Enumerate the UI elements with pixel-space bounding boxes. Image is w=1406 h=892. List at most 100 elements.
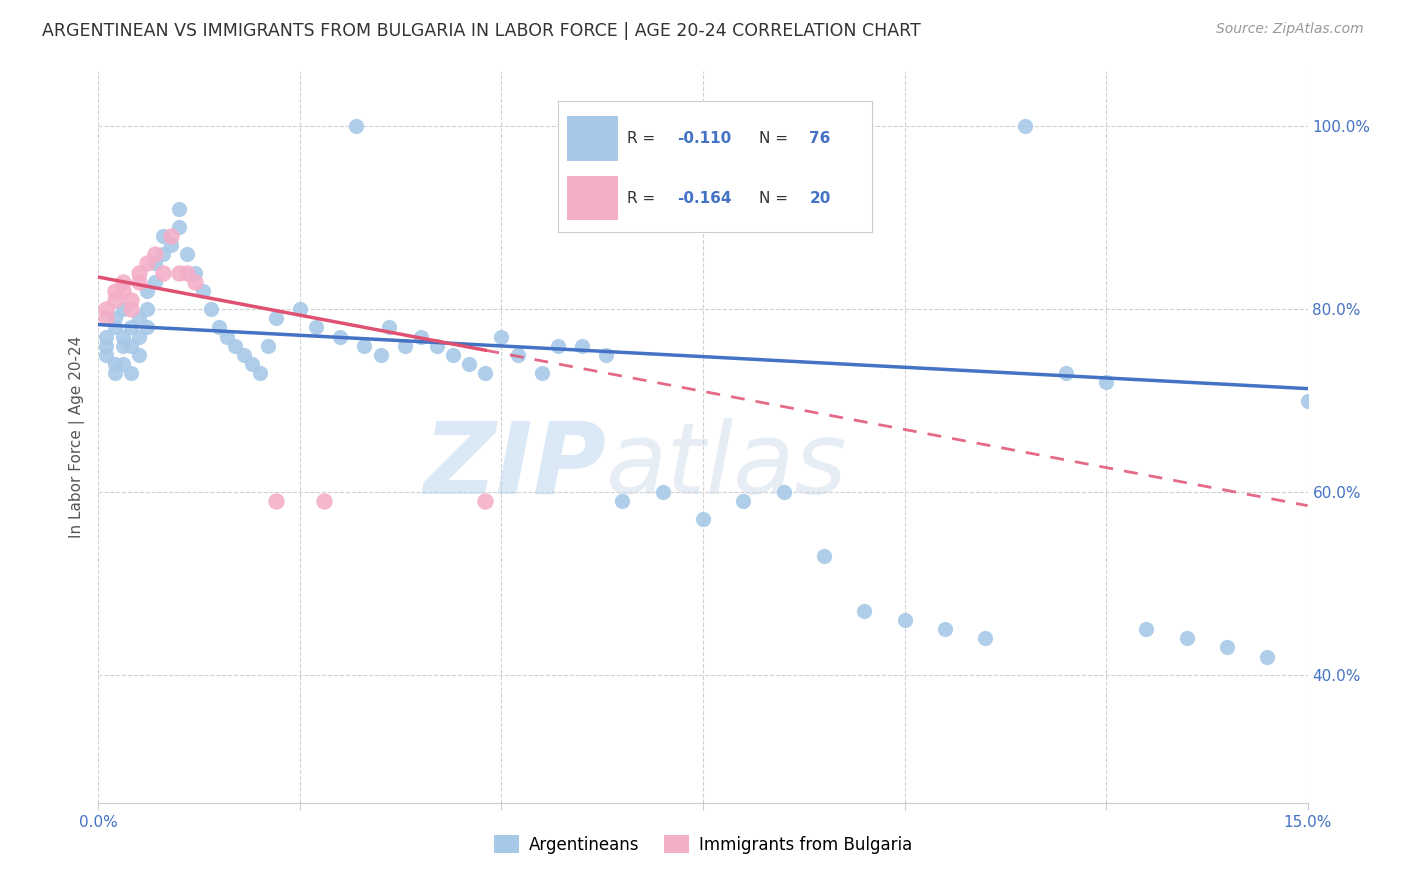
Point (128, 275, 150, 289)
Point (143, 247, 166, 261)
Point (152, 247, 174, 261)
Text: atlas: atlas (606, 417, 848, 515)
Point (595, 348, 617, 362)
Point (208, 320, 231, 334)
Point (128, 329, 150, 343)
Point (441, 348, 464, 362)
Point (329, 329, 352, 343)
Point (120, 301, 142, 317)
Point (370, 348, 392, 362)
Point (135, 256, 157, 270)
Point (491, 329, 513, 343)
Point (224, 338, 246, 352)
Point (458, 357, 481, 371)
Point (377, 320, 399, 334)
Point (152, 228, 174, 243)
Point (103, 293, 125, 307)
Point (111, 301, 134, 317)
Point (120, 320, 142, 334)
Point (111, 275, 134, 289)
Point (264, 311, 287, 326)
Point (547, 338, 569, 352)
Point (1296, 393, 1319, 408)
Point (193, 284, 215, 298)
Point (344, 119, 367, 133)
Point (111, 329, 134, 343)
Point (314, 494, 336, 508)
Point (394, 338, 416, 352)
Point (160, 238, 183, 252)
Point (120, 338, 142, 352)
Point (813, 549, 835, 563)
Point (934, 622, 956, 636)
Y-axis label: In Labor Force | Age 20-24: In Labor Force | Age 20-24 (69, 336, 84, 538)
Point (184, 275, 207, 289)
Point (692, 512, 714, 526)
Point (353, 338, 375, 352)
Point (474, 366, 496, 380)
Point (111, 338, 134, 352)
Point (96, 311, 118, 326)
Point (160, 228, 183, 243)
Point (1216, 640, 1239, 655)
Point (1054, 366, 1077, 380)
Legend: Argentineans, Immigrants from Bulgaria: Argentineans, Immigrants from Bulgaria (486, 829, 920, 860)
Point (256, 338, 278, 352)
Point (974, 632, 997, 646)
Text: ARGENTINEAN VS IMMIGRANTS FROM BULGARIA IN LABOR FORCE | AGE 20-24 CORRELATION C: ARGENTINEAN VS IMMIGRANTS FROM BULGARIA … (42, 22, 921, 40)
Point (853, 604, 876, 618)
Point (167, 219, 190, 234)
Point (103, 311, 125, 326)
Point (111, 357, 134, 371)
Point (176, 247, 198, 261)
Point (111, 284, 134, 298)
Point (103, 284, 125, 298)
Point (184, 266, 207, 280)
Point (1095, 375, 1118, 389)
Point (1135, 622, 1157, 636)
Point (1014, 119, 1036, 133)
Point (120, 366, 142, 380)
Text: ZIP: ZIP (423, 417, 606, 515)
Point (120, 293, 142, 307)
Point (240, 357, 263, 371)
Point (103, 320, 125, 334)
Point (96, 301, 118, 317)
Point (426, 338, 449, 352)
Point (264, 494, 287, 508)
Point (143, 275, 166, 289)
Point (96, 329, 118, 343)
Point (506, 348, 529, 362)
Point (409, 329, 432, 343)
Point (96, 348, 118, 362)
Point (128, 266, 150, 280)
Point (249, 366, 271, 380)
Point (305, 320, 328, 334)
Point (135, 301, 157, 317)
Point (135, 320, 157, 334)
Point (103, 366, 125, 380)
Point (232, 348, 254, 362)
Point (530, 366, 553, 380)
Point (893, 613, 915, 627)
Point (176, 266, 198, 280)
Point (612, 494, 634, 508)
Point (1175, 632, 1198, 646)
Point (128, 348, 150, 362)
Point (1256, 649, 1278, 664)
Point (143, 256, 166, 270)
Point (651, 485, 673, 500)
Point (135, 284, 157, 298)
Point (571, 338, 593, 352)
Point (152, 266, 174, 280)
Point (733, 494, 755, 508)
Point (772, 485, 794, 500)
Point (103, 357, 125, 371)
Point (96, 338, 118, 352)
Point (200, 301, 222, 317)
Text: Source: ZipAtlas.com: Source: ZipAtlas.com (1216, 22, 1364, 37)
Point (474, 494, 496, 508)
Point (217, 329, 239, 343)
Point (167, 202, 190, 216)
Point (288, 301, 311, 317)
